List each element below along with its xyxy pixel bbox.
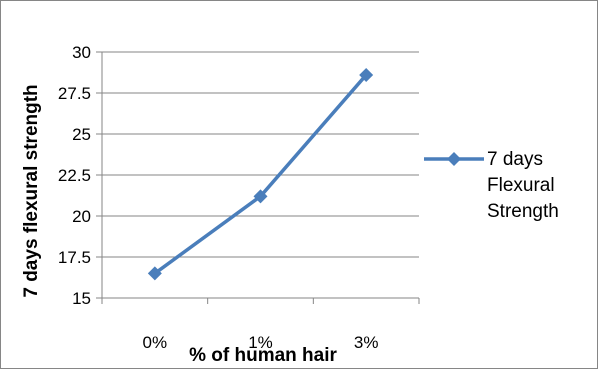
axes xyxy=(96,51,420,304)
y-tick-label: 15 xyxy=(72,289,91,308)
legend-label-line-3: Strength xyxy=(487,201,559,222)
x-tick-label: 3% xyxy=(354,333,379,352)
x-tick-label: 0% xyxy=(143,333,168,352)
data-markers xyxy=(147,67,374,281)
legend-label-line-2: Flexural xyxy=(487,175,555,196)
data-point-marker xyxy=(147,266,162,281)
data-point-marker xyxy=(253,189,268,204)
legend-label: 7 days Flexural Strength xyxy=(487,149,560,222)
y-tick-label: 22.5 xyxy=(58,166,91,185)
y-tick-label: 20 xyxy=(72,207,91,226)
y-axis-title: 7 days flexural strength xyxy=(21,84,42,297)
series-line xyxy=(153,73,368,275)
legend-marker xyxy=(447,152,461,166)
y-tick-label: 25 xyxy=(72,125,91,144)
x-tick-labels: 0% 1% 3% xyxy=(143,333,379,352)
data-point-marker xyxy=(359,67,374,82)
y-tick-label: 30 xyxy=(72,43,91,62)
gridlines xyxy=(102,51,419,299)
series-line xyxy=(153,73,368,275)
y-tick-label: 17.5 xyxy=(58,248,91,267)
y-tick-label: 27.5 xyxy=(58,84,91,103)
legend-label-line-1: 7 days xyxy=(487,149,543,170)
y-tick-labels: 15 17.5 20 22.5 25 27.5 30 xyxy=(58,43,91,308)
x-tick-label: 1% xyxy=(248,333,273,352)
x-axis-title: % of human hair xyxy=(189,345,337,366)
legend: 7 days Flexural Strength xyxy=(424,149,560,222)
